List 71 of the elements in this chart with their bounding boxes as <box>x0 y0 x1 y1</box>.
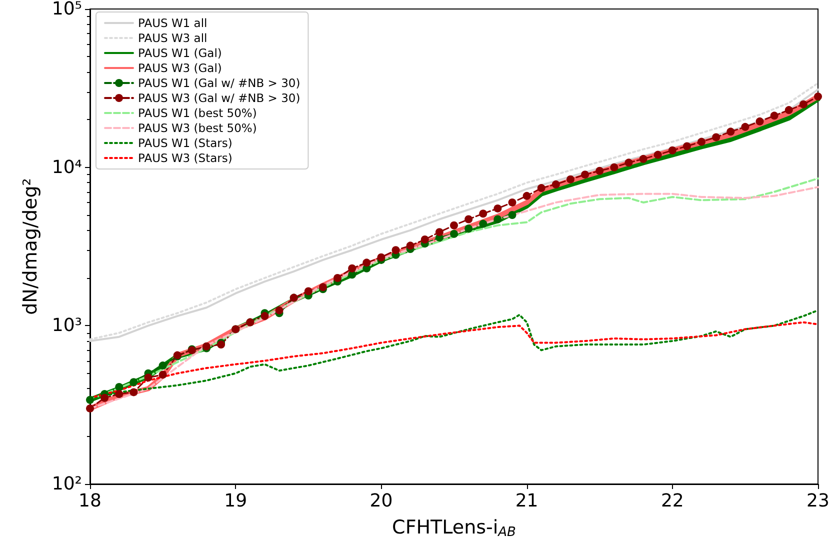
point <box>348 264 356 272</box>
point <box>144 374 152 382</box>
point <box>624 158 633 167</box>
point <box>814 92 822 101</box>
point <box>610 163 618 172</box>
point <box>756 117 764 126</box>
point <box>741 122 750 131</box>
point <box>494 215 502 224</box>
x-tick-label: 20 <box>370 490 393 512</box>
point <box>698 138 706 146</box>
point <box>668 146 676 154</box>
point <box>784 106 793 114</box>
point <box>508 198 516 206</box>
point <box>158 362 167 370</box>
point <box>304 287 312 296</box>
point <box>377 253 386 262</box>
point <box>464 215 473 224</box>
point <box>639 154 648 163</box>
y-tick-label: 10⁴ <box>52 156 82 178</box>
point <box>100 394 109 402</box>
point <box>450 221 458 230</box>
legend-label: PAUS W1 (Stars) <box>138 136 232 150</box>
x-tick-label: 19 <box>224 490 248 512</box>
legend-label: PAUS W1 (Gal) <box>138 46 222 60</box>
point <box>712 133 720 142</box>
legend-label: PAUS W3 (best 50%) <box>138 121 257 135</box>
legend-label: PAUS W3 (Gal w/ #NB > 30) <box>138 91 300 105</box>
point <box>158 370 167 379</box>
legend-label: PAUS W3 all <box>138 31 208 45</box>
point <box>420 236 429 244</box>
point <box>275 306 284 314</box>
legend-label: PAUS W3 (Stars) <box>138 151 232 165</box>
y-tick-label: 10⁵ <box>52 0 82 20</box>
point <box>682 142 691 150</box>
point <box>130 388 138 396</box>
point <box>479 220 488 228</box>
point <box>799 100 808 108</box>
point <box>654 150 662 159</box>
legend-label: PAUS W1 all <box>138 16 208 30</box>
point <box>464 224 473 233</box>
point <box>508 211 516 219</box>
y-axis-title: dN/dmag/deg² <box>20 178 42 315</box>
x-tick-label: 23 <box>806 490 830 512</box>
point <box>115 382 124 391</box>
point <box>260 312 269 320</box>
point <box>115 390 124 398</box>
x-tick-label: 21 <box>515 490 538 512</box>
legend-label: PAUS W3 (Gal) <box>138 61 222 75</box>
point <box>435 228 444 236</box>
point <box>450 230 458 238</box>
point <box>596 166 604 175</box>
point <box>86 404 94 412</box>
point <box>770 112 778 120</box>
legend-label: PAUS W1 (Gal w/ #NB > 30) <box>138 76 300 90</box>
x-tick-label: 22 <box>660 490 684 512</box>
point <box>522 192 531 200</box>
legend-label: PAUS W1 (best 50%) <box>138 106 257 120</box>
point <box>566 175 574 184</box>
point <box>392 246 400 254</box>
point <box>86 396 94 404</box>
point <box>494 204 502 212</box>
point <box>552 180 560 188</box>
point <box>479 210 488 218</box>
point <box>334 274 342 282</box>
point <box>726 128 735 136</box>
point <box>362 258 371 267</box>
y-tick-label: 10³ <box>52 315 82 336</box>
point <box>130 378 138 386</box>
point <box>537 184 546 192</box>
point <box>406 242 414 250</box>
point <box>581 170 590 179</box>
